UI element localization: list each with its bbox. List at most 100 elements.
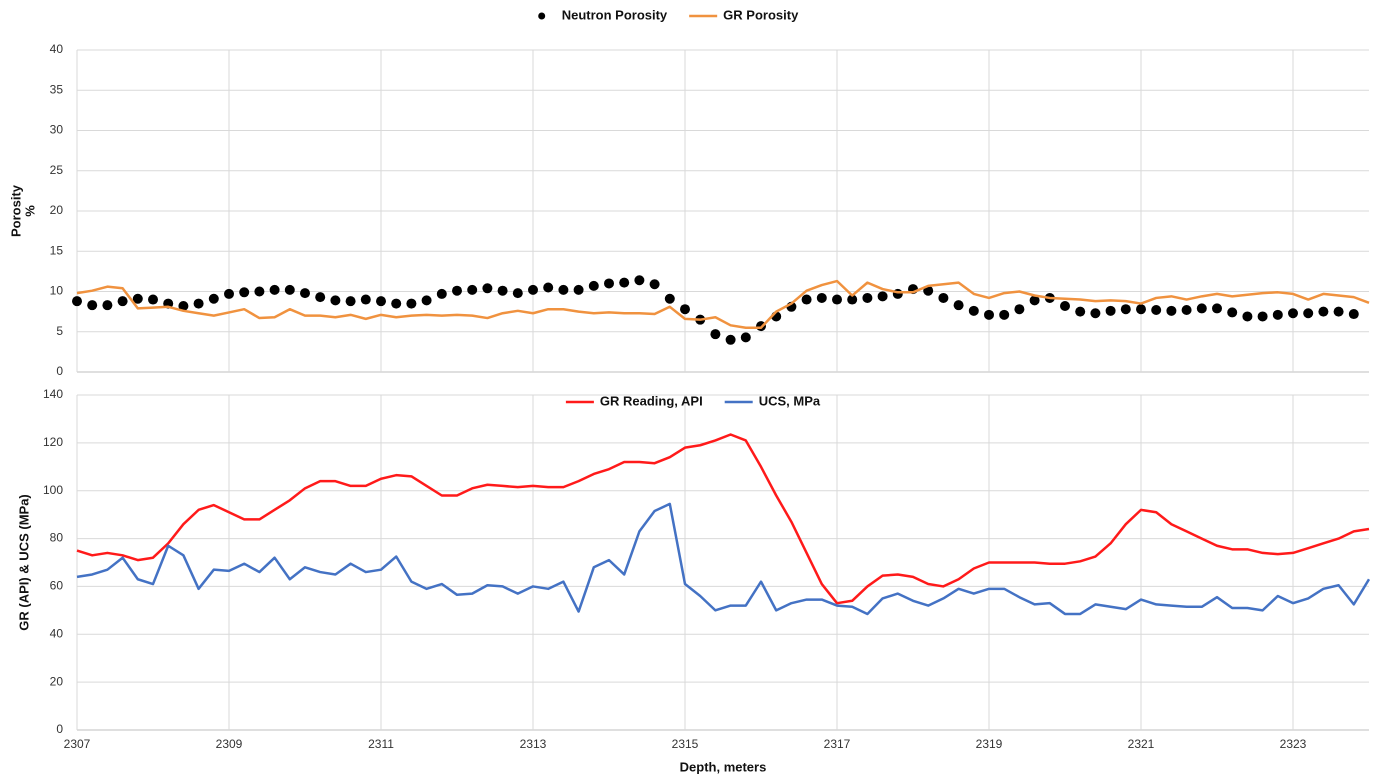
data-point [1029, 295, 1040, 306]
data-point [664, 293, 675, 304]
y-tick-label: 30 [50, 123, 64, 137]
data-point [649, 279, 660, 290]
data-point [1288, 308, 1298, 319]
legend-marker [538, 12, 546, 20]
y-tick-label: 40 [50, 42, 64, 56]
y-axis-title: Porosity [8, 184, 23, 237]
data-point [1166, 305, 1177, 316]
data-point [87, 300, 98, 311]
data-point [999, 309, 1010, 320]
data-point [1348, 309, 1359, 320]
x-axis-title: Depth, meters [680, 759, 767, 774]
y-tick-label: 20 [50, 203, 64, 217]
data-point [832, 294, 842, 305]
data-point [467, 284, 478, 295]
data-point [573, 284, 584, 295]
data-point [1227, 307, 1238, 318]
data-point [406, 298, 417, 309]
y-tick-label: 80 [50, 531, 64, 545]
data-point [254, 286, 265, 297]
x-tick-label: 2309 [216, 737, 243, 751]
data-point [482, 283, 493, 294]
data-point [72, 296, 82, 307]
data-line [76, 279, 1370, 329]
data-point [148, 294, 158, 305]
data-point [1075, 306, 1086, 317]
y-tick-label: 25 [50, 163, 64, 177]
data-point [436, 288, 447, 299]
x-tick-label: 2313 [520, 737, 547, 751]
data-point [178, 300, 189, 311]
data-point [345, 296, 356, 307]
y-tick-label: 40 [50, 626, 64, 640]
y-tick-label: 120 [43, 435, 63, 449]
y-tick-label: 0 [56, 722, 63, 736]
data-point [512, 288, 523, 299]
data-point [391, 298, 402, 309]
y-axis-title: % [22, 205, 37, 217]
data-point [132, 293, 143, 304]
data-point [558, 284, 569, 295]
data-point [360, 294, 371, 305]
y-tick-label: 35 [50, 82, 64, 96]
x-tick-label: 2323 [1280, 737, 1307, 751]
data-point [1242, 311, 1253, 322]
data-point [193, 298, 204, 309]
data-point [816, 292, 827, 303]
data-point [801, 294, 812, 305]
data-point [543, 282, 554, 293]
data-point [269, 284, 280, 295]
x-tick-label: 2317 [824, 737, 851, 751]
data-point [604, 278, 614, 289]
data-point [284, 284, 295, 295]
data-point [1014, 304, 1025, 315]
x-tick-label: 2321 [1128, 737, 1155, 751]
x-tick-label: 2307 [64, 737, 91, 751]
data-point [315, 292, 326, 303]
data-point [588, 280, 599, 291]
y-tick-label: 0 [56, 364, 63, 378]
data-point [619, 277, 630, 288]
data-point [847, 294, 858, 305]
data-point [1060, 300, 1070, 311]
legend-label: Neutron Porosity [562, 7, 668, 22]
data-point [938, 292, 949, 303]
data-point [528, 284, 538, 295]
y-tick-label: 5 [56, 324, 63, 338]
y-tick-label: 100 [43, 483, 63, 497]
data-point [497, 285, 508, 296]
data-point [1212, 303, 1222, 314]
data-point [300, 288, 310, 299]
y-tick-label: 20 [50, 674, 64, 688]
data-point [1303, 308, 1314, 319]
data-point [102, 300, 113, 311]
data-point [117, 296, 128, 307]
data-point [1151, 305, 1162, 316]
data-line [76, 502, 1371, 616]
legend-label: GR Reading, API [600, 393, 703, 408]
data-point [208, 293, 219, 304]
data-point [376, 296, 386, 307]
data-point [740, 332, 751, 343]
data-point [239, 287, 250, 298]
data-point [452, 285, 462, 296]
y-tick-label: 60 [50, 579, 64, 593]
data-point [710, 329, 721, 340]
data-point [680, 304, 690, 315]
data-point [725, 334, 736, 345]
data-point [1181, 305, 1192, 316]
data-point [1105, 305, 1116, 316]
x-tick-label: 2319 [976, 737, 1003, 751]
data-point [1272, 309, 1283, 320]
data-point [1318, 306, 1329, 317]
data-point [421, 295, 432, 306]
data-line [76, 433, 1370, 605]
legend-label: UCS, MPa [759, 393, 821, 408]
data-point [862, 292, 873, 303]
legend-label: GR Porosity [723, 7, 799, 22]
data-point [1090, 308, 1101, 319]
data-point [953, 300, 964, 311]
y-tick-label: 10 [50, 284, 64, 298]
